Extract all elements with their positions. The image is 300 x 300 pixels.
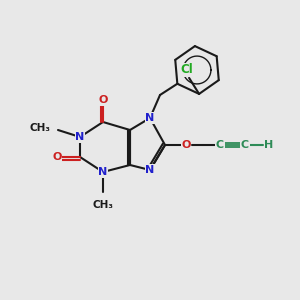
Text: O: O xyxy=(98,95,108,105)
Text: Cl: Cl xyxy=(181,63,194,76)
Text: N: N xyxy=(75,132,85,142)
Text: O: O xyxy=(52,152,62,162)
Text: CH₃: CH₃ xyxy=(29,123,50,133)
Text: O: O xyxy=(181,140,191,150)
Text: H: H xyxy=(264,140,274,150)
Text: C: C xyxy=(216,140,224,150)
Text: CH₃: CH₃ xyxy=(92,200,113,210)
Text: N: N xyxy=(146,165,154,175)
Text: N: N xyxy=(146,113,154,123)
Text: N: N xyxy=(98,167,108,177)
Text: C: C xyxy=(241,140,249,150)
